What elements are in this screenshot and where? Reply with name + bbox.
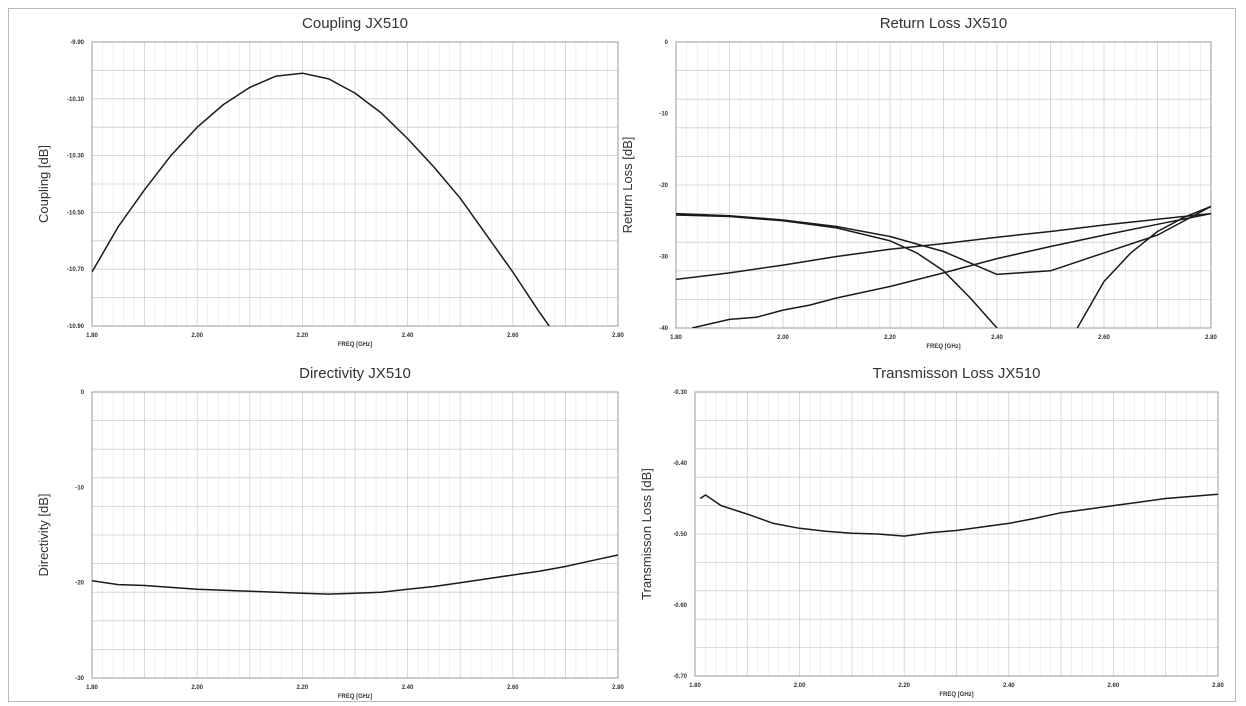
y-tick-label: -10.90 — [67, 324, 85, 330]
x-tick-label: 2.00 — [794, 683, 806, 689]
y-tick-label: -0.30 — [673, 390, 687, 396]
y-tick-label: -10.30 — [67, 154, 85, 160]
plot-area — [694, 391, 1219, 677]
y-axis-label: Return Loss [dB] — [620, 137, 635, 234]
chart-title: Directivity JX510 — [299, 365, 411, 382]
x-tick-label: 2.00 — [191, 685, 203, 691]
x-tick-label: 2.40 — [402, 333, 414, 339]
coupling-chart: Coupling JX510 Coupling [dB] FREQ [GHz] 1.8… — [36, 15, 624, 348]
y-tick-label: -0.70 — [673, 674, 687, 680]
y-axis-label: Coupling [dB] — [36, 145, 51, 223]
x-axis-label: FREQ [GHz] — [939, 692, 973, 698]
plot-area — [91, 41, 619, 327]
x-tick-label: 2.80 — [612, 685, 624, 691]
y-tick-label: -0.40 — [673, 461, 687, 467]
directivity-chart: Directivity JX510 Directivity [dB] FREQ [G… — [36, 365, 624, 700]
plot-area — [91, 391, 619, 679]
y-tick-label: -20 — [75, 581, 84, 587]
chart-title: Transmisson Loss JX510 — [873, 365, 1041, 382]
y-tick-label: -10.10 — [67, 97, 85, 103]
x-tick-label: 2.00 — [191, 333, 203, 339]
x-tick-label: 2.40 — [991, 335, 1003, 341]
series-line-1 — [92, 554, 618, 595]
y-tick-label: -0.60 — [673, 603, 687, 609]
y-tick-label: 0 — [81, 390, 85, 396]
x-axis-label: FREQ [GHz] — [338, 694, 372, 700]
x-tick-label: 2.20 — [297, 333, 309, 339]
x-tick-label: 2.80 — [1212, 683, 1224, 689]
series-line-1 — [699, 493, 1218, 537]
x-tick-label: 2.20 — [884, 335, 896, 341]
x-axis-label: FREQ [GHz] — [338, 342, 372, 348]
x-tick-label: 1.80 — [86, 685, 98, 691]
plot-area — [675, 41, 1212, 329]
series-line-1 — [676, 205, 1211, 276]
x-tick-label: 2.80 — [612, 333, 624, 339]
x-tick-label: 2.20 — [898, 683, 910, 689]
y-tick-label: -10 — [75, 485, 84, 491]
series-line-4 — [676, 212, 1211, 281]
x-tick-label: 2.00 — [777, 335, 789, 341]
x-tick-label: 2.80 — [1205, 335, 1217, 341]
y-tick-label: -30 — [659, 255, 668, 261]
x-tick-label: 2.40 — [402, 685, 414, 691]
y-tick-label: -0.50 — [673, 532, 687, 538]
return-loss-chart: Return Loss JX510 Return Loss [dB] FREQ [G… — [620, 15, 1217, 350]
x-tick-label: 2.60 — [1108, 683, 1120, 689]
y-tick-label: -10.50 — [67, 210, 85, 216]
y-axis-label: Transmisson Loss [dB] — [639, 468, 654, 600]
y-tick-label: -9.90 — [70, 40, 84, 46]
y-tick-label: 0 — [665, 40, 669, 46]
transmission-loss-chart: Transmisson Loss JX510 Transmisson Loss [… — [639, 365, 1224, 698]
y-tick-label: -40 — [659, 326, 668, 332]
x-tick-label: 1.80 — [670, 335, 682, 341]
y-axis-label: Directivity [dB] — [36, 493, 51, 576]
x-axis-label: FREQ [GHz] — [926, 344, 960, 350]
series-line-2 — [676, 214, 998, 328]
figure-frame — [8, 8, 1236, 702]
x-tick-label: 2.60 — [507, 685, 519, 691]
y-tick-label: -20 — [659, 183, 668, 189]
x-tick-label: 2.60 — [507, 333, 519, 339]
series-line-1 — [92, 72, 551, 326]
x-tick-label: 1.80 — [689, 683, 701, 689]
y-tick-label: -10 — [659, 112, 668, 118]
y-tick-label: -10.70 — [67, 267, 85, 273]
chart-title: Coupling JX510 — [302, 15, 408, 32]
x-tick-label: 1.80 — [86, 333, 98, 339]
series-line-5 — [691, 212, 1211, 328]
x-tick-label: 2.40 — [1003, 683, 1015, 689]
y-tick-label: -30 — [75, 676, 84, 682]
series-line-3 — [1076, 205, 1211, 328]
x-tick-label: 2.20 — [297, 685, 309, 691]
chart-title: Return Loss JX510 — [880, 15, 1008, 32]
x-tick-label: 2.60 — [1098, 335, 1110, 341]
